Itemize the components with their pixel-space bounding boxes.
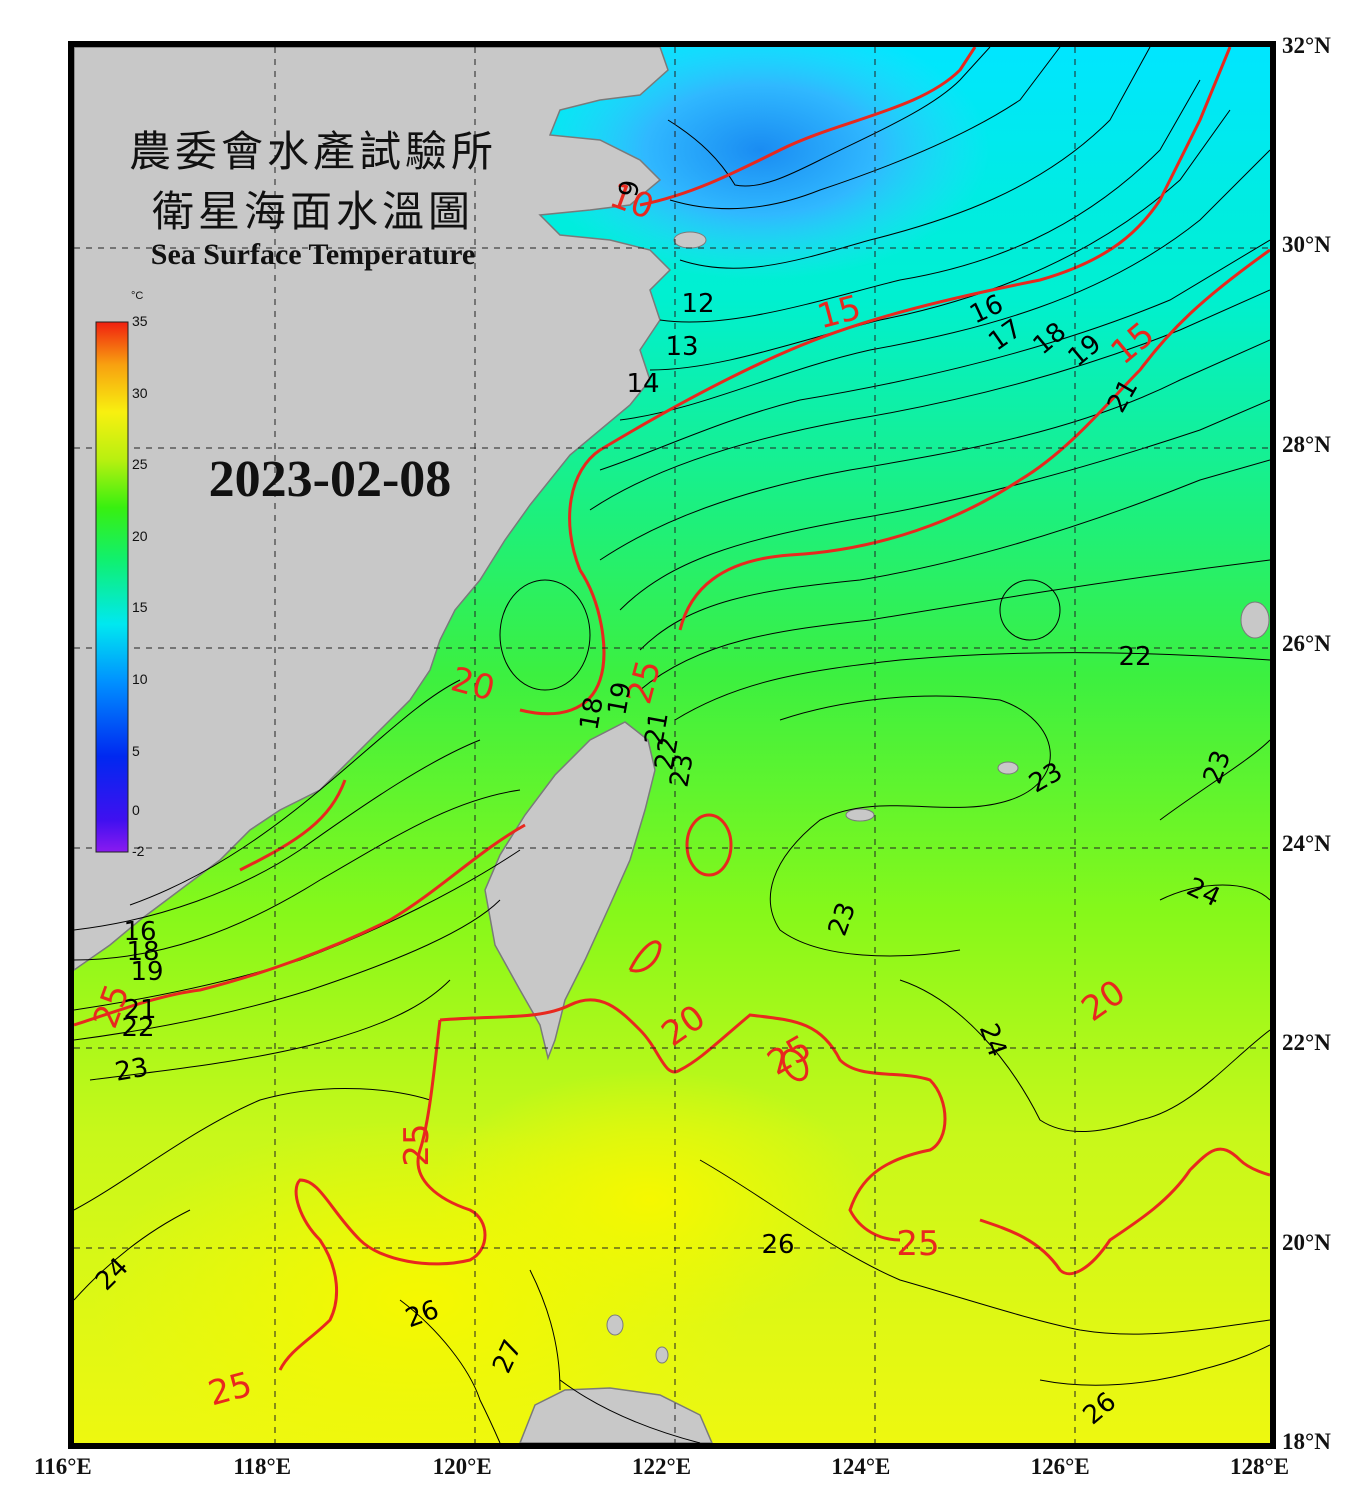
minor-isotherm-label: 19: [130, 957, 163, 987]
minor-isotherm-label: 23: [113, 1052, 151, 1087]
colorbar: [95, 321, 129, 853]
colorbar-unit: °C: [131, 290, 144, 302]
minor-isotherm-label: 9: [614, 178, 646, 200]
minor-isotherm-label: 23: [664, 752, 699, 790]
longitude-label: 126°E: [1030, 1454, 1090, 1479]
longitude-label: 116°E: [34, 1454, 92, 1479]
minor-isotherm-label: 19: [602, 680, 637, 718]
island-zhoushan: [673, 231, 707, 249]
minor-isotherm-label: 26: [761, 1230, 794, 1260]
longitude-label: 118°E: [233, 1454, 292, 1479]
colorbar-tick-label: 15: [132, 599, 148, 616]
minor-isotherm-label: 22: [649, 735, 684, 773]
colorbar-tick-label: 5: [132, 742, 140, 759]
island-batanes: [655, 1346, 669, 1364]
minor-isotherm-label: 22: [121, 1013, 154, 1043]
island-ryukyu: [997, 761, 1019, 775]
map-frame: [68, 41, 1276, 1449]
island-ryukyu-2: [845, 808, 875, 822]
island-babuyan: [606, 1314, 624, 1336]
cold-water-pool: [530, 47, 990, 280]
title-english: Sea Surface Temperature: [150, 238, 476, 271]
title-chinese-line2: 衛星海面水溫圖: [151, 187, 474, 236]
longitude-label: 122°E: [632, 1454, 692, 1479]
warm-water-patch-2: [430, 1070, 870, 1330]
island-ryukyu-3: [1240, 601, 1270, 639]
colorbar-tick-label: -2: [132, 843, 145, 859]
mainland-china: [74, 47, 672, 971]
lat-lon-grid: [74, 47, 1270, 1443]
latitude-label: 22°N: [1282, 1030, 1331, 1056]
minor-isotherm-label: 12: [681, 289, 714, 319]
latitude-label: 28°N: [1282, 431, 1331, 457]
minor-isotherm-label: 21: [123, 995, 156, 1025]
colorbar-tick-label: 35: [132, 313, 148, 329]
taiwan-island: [484, 721, 656, 1061]
latitude-label: 18°N: [1282, 1429, 1331, 1454]
colorbar-tick-label: 20: [132, 527, 148, 544]
colorbar-tick-label: 0: [132, 802, 140, 819]
date-label: 2023-02-08: [208, 451, 452, 508]
latitude-label: 32°N: [1282, 33, 1331, 58]
minor-isotherm-label: 13: [665, 332, 698, 362]
latitude-label: 26°N: [1282, 631, 1331, 657]
longitude-label: 128°E: [1230, 1454, 1290, 1479]
minor-isotherm-label: 14: [626, 369, 659, 399]
latitude-label: 20°N: [1282, 1229, 1331, 1255]
colorbar-tick-label: 25: [132, 456, 148, 473]
minor-isotherm-label: 18: [126, 937, 159, 967]
luzon-island: [519, 1387, 713, 1443]
longitude-label: 124°E: [831, 1454, 891, 1479]
major-isotherm-label: 25: [397, 1123, 437, 1166]
major-isotherm-label: 25: [896, 1224, 939, 1264]
title-chinese-line1: 農委會水產試驗所: [128, 127, 497, 176]
minor-isotherm-label: 16: [123, 917, 156, 947]
minor-isotherm-label: 22: [1118, 642, 1151, 672]
minor-isotherms: [74, 47, 1270, 1443]
latitude-label: 24°N: [1282, 830, 1331, 856]
longitude-label: 120°E: [432, 1454, 492, 1479]
minor-isotherm-label: 21: [639, 710, 674, 748]
latitude-label: 30°N: [1282, 232, 1331, 258]
colorbar-tick-label: 30: [132, 384, 148, 401]
colorbar-tick-label: 10: [132, 671, 148, 688]
major-isotherms: [74, 47, 1270, 1371]
minor-isotherm-label: 18: [574, 695, 609, 733]
